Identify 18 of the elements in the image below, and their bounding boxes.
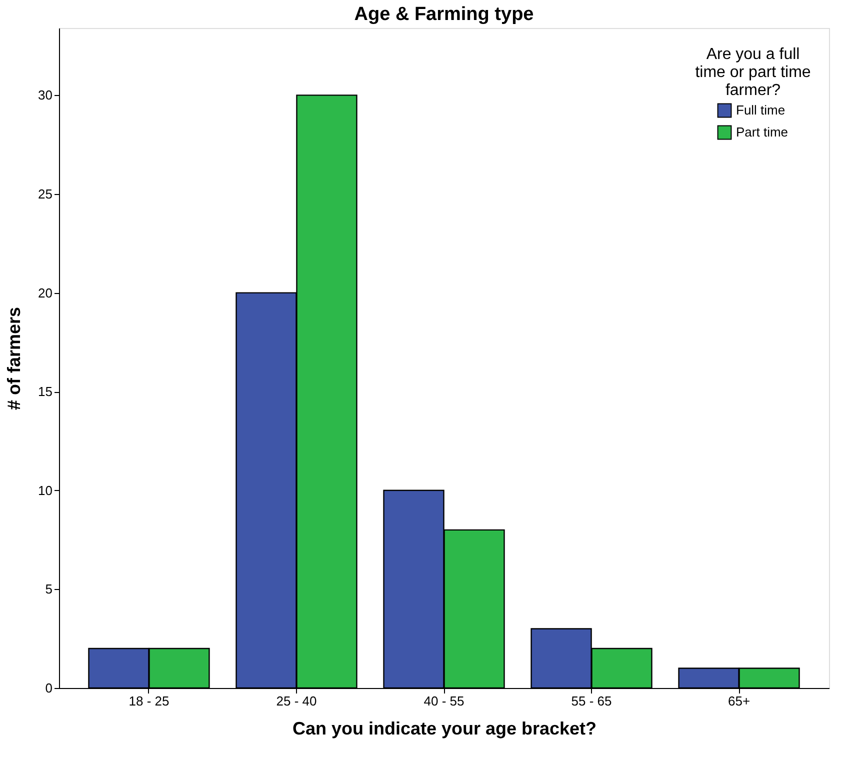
legend-label: Part time xyxy=(736,124,788,140)
legend-label: Full time xyxy=(736,102,786,118)
x-axis-title: Can you indicate your age bracket? xyxy=(292,718,597,738)
x-tick-label: 25 - 40 xyxy=(276,694,317,708)
y-tick-label: 15 xyxy=(38,384,52,400)
x-tick-label: 40 - 55 xyxy=(424,694,464,708)
x-tick-label: 18 - 25 xyxy=(128,694,170,708)
x-tick-label: 55 - 65 xyxy=(571,694,612,708)
y-tick-label: 10 xyxy=(38,482,52,498)
chart-title: Age & Farming type xyxy=(354,4,534,25)
x-tick-label: 65+ xyxy=(728,694,750,708)
y-tick-label: 5 xyxy=(45,582,52,597)
y-tick-label: 25 xyxy=(38,186,52,202)
y-tick-label: 30 xyxy=(38,88,52,103)
legend-title: Are you a full time or part time farmer? xyxy=(695,46,811,99)
y-tick-label: 20 xyxy=(38,285,52,300)
y-tick-label: 0 xyxy=(45,680,52,696)
y-axis-title: # of farmers xyxy=(4,306,24,410)
